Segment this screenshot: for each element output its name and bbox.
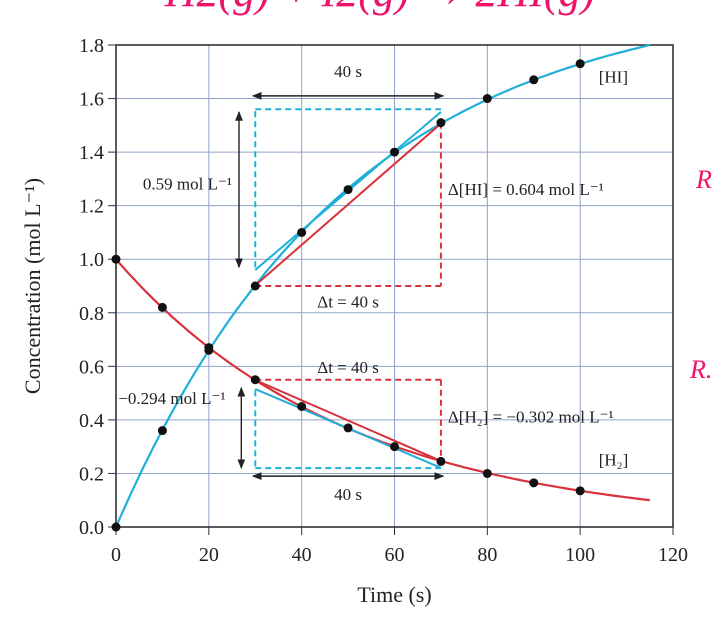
x-tick-label: 100: [565, 544, 595, 566]
margin-note-2: R.: [689, 355, 712, 384]
hi-curve: [114, 44, 651, 528]
y-tick-label: 1.4: [79, 142, 104, 164]
y-tick-label: 1.0: [79, 249, 104, 271]
y-tick-label: 1.2: [79, 196, 104, 218]
hi-data-point: [529, 75, 539, 85]
h2-data-point: [575, 486, 585, 496]
h2-data-point: [390, 442, 399, 452]
hi-data-point: [575, 59, 585, 69]
hi-change-label: Δ[HI] = 0.604 mol L⁻¹: [448, 180, 604, 199]
y-tick-label: 0.2: [79, 463, 104, 485]
y-axis-label: Concentration (mol L⁻¹): [20, 178, 45, 394]
h2-data-point: [111, 254, 121, 264]
hi-data-point: [343, 185, 353, 195]
h2-data-point: [436, 456, 446, 466]
x-tick-label: 0: [111, 544, 121, 566]
hi-data-point: [482, 94, 492, 104]
hi-interval-label: 40 s: [334, 62, 362, 81]
h2-data-point: [482, 468, 492, 478]
x-tick-label: 60: [385, 544, 405, 566]
y-tick-label: 0.4: [79, 410, 104, 432]
margin-note-1: R: [695, 165, 712, 194]
hi-data-point: [250, 281, 260, 291]
h2-curve: [115, 258, 650, 502]
h2-data-point: [343, 423, 353, 433]
h2-data-point: [250, 375, 260, 385]
y-tick-label: 1.6: [79, 89, 104, 111]
h2-change-label: Δ[H₂] = −0.302 mol L⁻¹: [448, 408, 614, 427]
hi-data-point: [390, 147, 399, 157]
x-tick-label: 120: [658, 544, 688, 566]
hi-series-label: [HI]: [599, 67, 628, 86]
y-tick-label: 1.8: [79, 35, 104, 57]
x-axis-label: Time (s): [357, 582, 431, 607]
hi-data-point: [436, 118, 446, 128]
y-tick-label: 0.0: [79, 517, 104, 539]
hi-dt-label: Δt = 40 s: [317, 292, 379, 311]
hi-data-point: [111, 522, 121, 532]
x-tick-label: 20: [199, 544, 219, 566]
h2-series-label: [H₂]: [599, 450, 629, 469]
x-tick-label: 80: [477, 544, 497, 566]
h2-dt-label: Δt = 40 s: [317, 358, 379, 377]
hi-tangent-change-label: 0.59 mol L⁻¹: [143, 175, 232, 194]
hi-data-point: [297, 227, 307, 237]
x-tick-label: 40: [292, 544, 312, 566]
h2-secant-line: [254, 379, 442, 462]
reaction-equation: H2(g) + I2(g) → 2HI(g): [164, 0, 595, 16]
h2-data-point: [529, 478, 539, 488]
h2-interval-label: 40 s: [334, 485, 362, 504]
hi-secant-line: [254, 122, 442, 287]
h2-data-point: [204, 343, 214, 353]
h2-tangent-change-label: −0.294 mol L⁻¹: [118, 389, 225, 408]
y-tick-label: 0.8: [79, 303, 104, 325]
hi-data-point: [157, 426, 167, 436]
y-tick-label: 0.6: [79, 356, 104, 378]
h2-data-point: [157, 302, 167, 312]
h2-data-point: [297, 402, 307, 411]
